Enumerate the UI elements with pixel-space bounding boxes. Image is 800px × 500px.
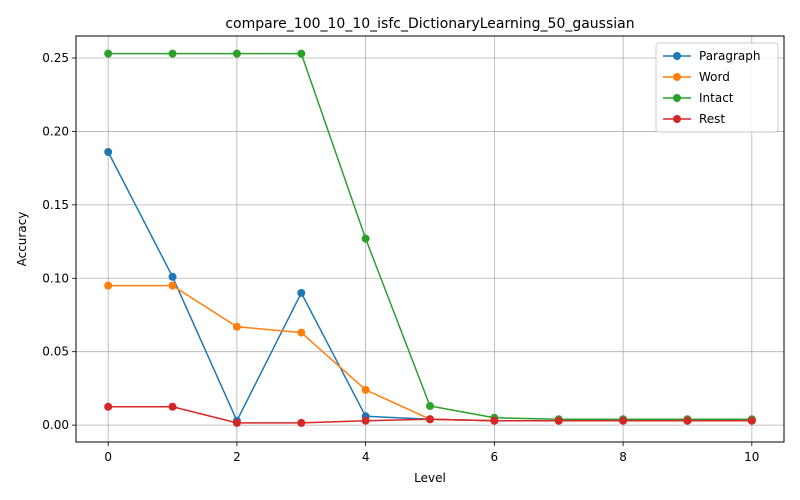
legend-item-paragraph: Paragraph	[663, 49, 760, 63]
data-point-paragraph	[104, 148, 113, 156]
data-point-rest	[747, 416, 756, 425]
x-axis-ticks: 0 2 4 6 8 10	[104, 442, 759, 464]
data-point-word	[104, 281, 113, 290]
y-axis-ticks: 0.00 0.05 0.10 0.15 0.20 0.25	[42, 51, 76, 432]
data-point-rest	[232, 418, 241, 427]
plot-frame	[75, 35, 785, 443]
legend-box	[655, 42, 779, 133]
data-point-word	[297, 328, 306, 337]
legend-label: Rest	[699, 112, 725, 126]
x-axis-label: Level	[414, 471, 446, 485]
legend-item-intact: Intact	[663, 91, 734, 105]
series-layer	[104, 49, 756, 427]
y-tick-label: 0.20	[42, 124, 69, 138]
legend-label: Paragraph	[699, 49, 760, 63]
data-point-intact	[232, 49, 241, 58]
x-tick-label: 0	[104, 450, 112, 464]
legend-swatch-marker	[673, 52, 681, 60]
data-point-rest	[168, 402, 177, 411]
data-point-rest	[490, 416, 499, 425]
data-point-intact	[426, 402, 434, 411]
legend-item-rest: Rest	[663, 112, 725, 126]
y-tick-label: 0.00	[42, 418, 69, 432]
data-point-paragraph	[297, 288, 306, 297]
x-tick-label: 8	[619, 450, 627, 464]
legend-swatch-marker	[673, 115, 681, 123]
data-point-rest	[361, 416, 370, 425]
legend-label: Intact	[699, 91, 734, 105]
legend-item-word: Word	[663, 70, 730, 84]
data-point-rest	[619, 416, 628, 425]
legend-label: Word	[699, 70, 730, 84]
x-tick-label: 6	[491, 450, 499, 464]
series-line-paragraph	[107, 151, 752, 422]
chart-title: compare_100_10_10_isfc_DictionaryLearnin…	[225, 16, 634, 32]
series-line-intact	[108, 52, 752, 420]
series-rest	[104, 402, 756, 427]
x-tick-label: 10	[744, 450, 759, 464]
y-tick-label: 0.25	[42, 51, 69, 65]
legend-swatch-marker	[673, 94, 681, 102]
y-tick-label: 0.10	[42, 271, 69, 285]
series-paragraph	[104, 148, 756, 425]
data-point-paragraph	[168, 272, 177, 281]
data-point-rest	[297, 418, 306, 427]
data-point-rest	[554, 416, 563, 425]
y-tick-label: 0.15	[42, 198, 69, 212]
data-point-rest	[104, 402, 113, 411]
x-tick-label: 4	[362, 450, 370, 464]
data-point-rest	[426, 415, 434, 424]
data-point-intact	[104, 49, 113, 58]
legend: Paragraph Word Intact Rest	[655, 42, 779, 133]
y-axis-label: Accuracy	[15, 212, 29, 267]
data-point-rest	[683, 416, 692, 425]
y-tick-label: 0.05	[42, 345, 69, 359]
x-tick-label: 2	[233, 450, 241, 464]
data-point-intact	[361, 234, 370, 243]
data-point-word	[168, 281, 177, 290]
data-point-word	[361, 385, 370, 394]
data-point-intact	[297, 49, 306, 58]
series-line-word	[108, 284, 752, 422]
data-point-intact	[168, 49, 177, 58]
data-point-word	[232, 322, 241, 331]
legend-swatch-marker	[673, 73, 681, 81]
